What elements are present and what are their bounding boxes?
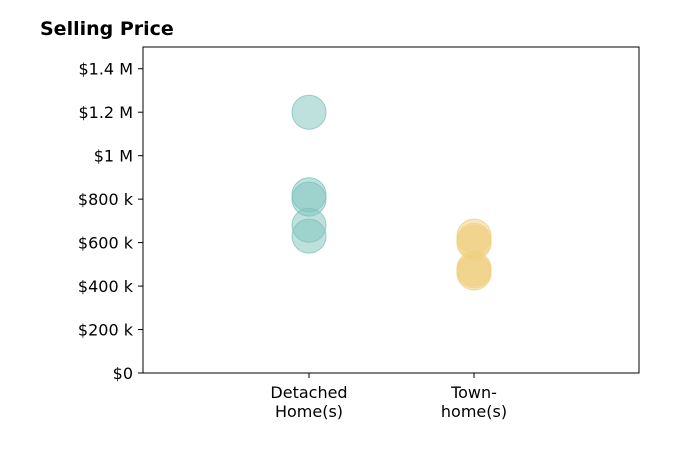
y-axis: $0 $200 k $400 k $600 k $800 k $1 M $1.2 M $1.4… bbox=[78, 60, 143, 383]
y-tick-label: $400 k bbox=[78, 277, 134, 296]
chart-title: Selling Price bbox=[40, 18, 174, 40]
y-tick-label: $0 bbox=[113, 364, 133, 383]
points-layer bbox=[291, 94, 492, 291]
y-tick-label: $600 k bbox=[78, 234, 134, 253]
y-tick-label: $800 k bbox=[78, 190, 134, 209]
x-tick-label: Town-home(s) bbox=[441, 383, 507, 421]
y-tick-label: $1.2 M bbox=[78, 103, 133, 122]
x-tick-label: Detached Home(s) bbox=[270, 383, 347, 421]
data-point bbox=[291, 94, 327, 130]
data-point bbox=[456, 255, 492, 291]
y-tick-label: $1.4 M bbox=[78, 60, 133, 79]
y-tick-label: $1 M bbox=[94, 147, 133, 166]
plot-frame bbox=[142, 46, 640, 374]
data-point bbox=[291, 218, 327, 254]
x-axis: Detached Home(s) Town-home(s) bbox=[270, 373, 507, 421]
y-tick-label: $200 k bbox=[78, 321, 134, 340]
